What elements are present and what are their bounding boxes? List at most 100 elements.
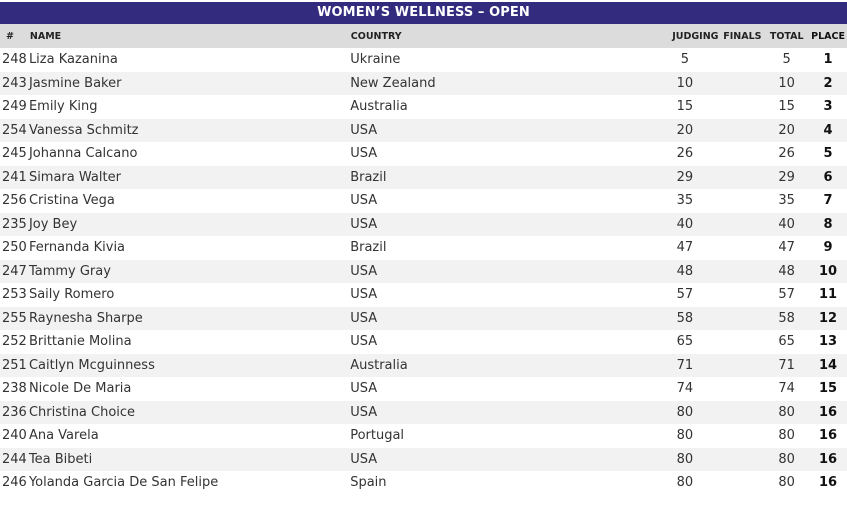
cell-judging: 20	[676, 122, 694, 138]
cell-num: 251	[2, 357, 27, 373]
header-country: COUNTRY	[350, 30, 402, 42]
cell-num: 246	[2, 475, 27, 491]
cell-country: USA	[350, 451, 378, 467]
table-row: 238 Nicole De Maria USA 74 74 15	[0, 377, 847, 401]
cell-place: 8	[823, 216, 833, 232]
cell-place: 10	[819, 263, 838, 279]
cell-name: Saily Romero	[28, 287, 115, 303]
cell-num: 247	[2, 263, 27, 279]
table-row: 256 Cristina Vega USA 35 35 7	[0, 189, 847, 213]
cell-country: Australia	[350, 357, 408, 373]
cell-place: 15	[819, 381, 838, 397]
cell-place: 12	[819, 310, 838, 326]
table-row: 247 Tammy Gray USA 48 48 10	[0, 259, 847, 283]
cell-judging: 29	[676, 169, 694, 185]
cell-country: USA	[350, 122, 378, 138]
cell-place: 16	[819, 428, 838, 444]
cell-country: USA	[350, 334, 378, 350]
cell-num: 255	[2, 310, 27, 326]
cell-country: Brazil	[350, 240, 387, 256]
cell-num: 238	[2, 381, 27, 397]
cell-total: 10	[778, 75, 795, 91]
cell-judging: 5	[680, 52, 690, 68]
header-num: #	[6, 30, 14, 42]
cell-place: 2	[823, 75, 833, 91]
cell-num: 252	[2, 334, 27, 350]
header-judging: JUDGING	[672, 30, 719, 42]
table-body: 248 Liza Kazanina Ukraine 5 5 1 243 Jasmine Bak…	[0, 48, 847, 495]
table-row: 245 Johanna Calcano USA 26 26 5	[0, 142, 847, 166]
cell-total: 71	[778, 357, 795, 373]
cell-num: 245	[2, 146, 27, 162]
cell-total: 5	[782, 52, 791, 68]
table-row: 254 Vanessa Schmitz USA 20 20 4	[0, 118, 847, 142]
cell-num: 248	[2, 52, 27, 68]
cell-name: Cristina Vega	[28, 193, 115, 209]
cell-name: Simara Walter	[28, 169, 121, 185]
cell-total: 65	[778, 334, 795, 350]
cell-total: 58	[778, 310, 795, 326]
cell-place: 6	[823, 169, 833, 185]
cell-country: Ukraine	[350, 52, 401, 68]
cell-name: Liza Kazanina	[28, 52, 118, 68]
cell-total: 48	[778, 263, 795, 279]
cell-total: 20	[778, 122, 795, 138]
cell-place: 1	[823, 52, 833, 68]
cell-num: 243	[2, 75, 27, 91]
cell-judging: 71	[676, 357, 694, 373]
cell-judging: 47	[676, 240, 694, 256]
cell-country: USA	[350, 193, 378, 209]
table-row: 252 Brittanie Molina USA 65 65 13	[0, 330, 847, 354]
cell-total: 29	[778, 169, 795, 185]
table-row: 251 Caitlyn Mcguinness Australia 71 71 14	[0, 353, 847, 377]
cell-name: Vanessa Schmitz	[28, 122, 139, 138]
table-row: 246 Yolanda Garcia De San Felipe Spain 80 80…	[0, 471, 847, 495]
table-title: WOMEN’S WELLNESS – OPEN	[0, 2, 847, 24]
cell-judging: 48	[676, 263, 694, 279]
cell-name: Caitlyn Mcguinness	[28, 357, 155, 373]
cell-name: Tammy Gray	[28, 263, 111, 279]
header-finals: FINALS	[723, 30, 762, 42]
cell-num: 241	[2, 169, 27, 185]
cell-num: 236	[2, 404, 27, 420]
cell-total: 57	[778, 287, 795, 303]
table-row: 236 Christina Choice USA 80 80 16	[0, 400, 847, 424]
cell-num: 250	[2, 240, 27, 256]
cell-total: 15	[778, 99, 795, 115]
cell-name: Tea Bibeti	[28, 451, 93, 467]
cell-num: 249	[2, 99, 27, 115]
cell-country: Brazil	[350, 169, 387, 185]
cell-judging: 10	[676, 75, 694, 91]
cell-place: 3	[823, 99, 833, 115]
table-row: 243 Jasmine Baker New Zealand 10 10 2	[0, 71, 847, 95]
header-name: NAME	[29, 30, 62, 42]
cell-name: Fernanda Kivia	[28, 240, 126, 256]
cell-name: Nicole De Maria	[28, 381, 132, 397]
cell-place: 7	[823, 193, 833, 209]
cell-judging: 26	[676, 146, 694, 162]
cell-country: USA	[350, 381, 378, 397]
cell-name: Yolanda Garcia De San Felipe	[28, 475, 219, 491]
cell-total: 40	[778, 216, 795, 232]
cell-country: New Zealand	[350, 75, 436, 91]
cell-place: 11	[819, 287, 838, 303]
table-row: 248 Liza Kazanina Ukraine 5 5 1	[0, 48, 847, 72]
cell-place: 13	[819, 334, 838, 350]
cell-country: USA	[350, 310, 378, 326]
cell-country: Portugal	[350, 428, 405, 444]
cell-total: 80	[778, 404, 795, 420]
cell-judging: 58	[676, 310, 694, 326]
cell-num: 240	[2, 428, 27, 444]
cell-total: 80	[778, 475, 795, 491]
cell-judging: 15	[676, 99, 694, 115]
cell-num: 254	[2, 122, 27, 138]
table-row: 244 Tea Bibeti USA 80 80 16	[0, 447, 847, 471]
cell-judging: 57	[676, 287, 694, 303]
cell-country: Australia	[350, 99, 408, 115]
cell-country: USA	[350, 263, 378, 279]
table-row: 235 Joy Bey USA 40 40 8	[0, 212, 847, 236]
cell-place: 16	[819, 404, 838, 420]
cell-name: Johanna Calcano	[28, 146, 138, 162]
table-row: 255 Raynesha Sharpe USA 58 58 12	[0, 306, 847, 330]
table-row: 250 Fernanda Kivia Brazil 47 47 9	[0, 236, 847, 260]
